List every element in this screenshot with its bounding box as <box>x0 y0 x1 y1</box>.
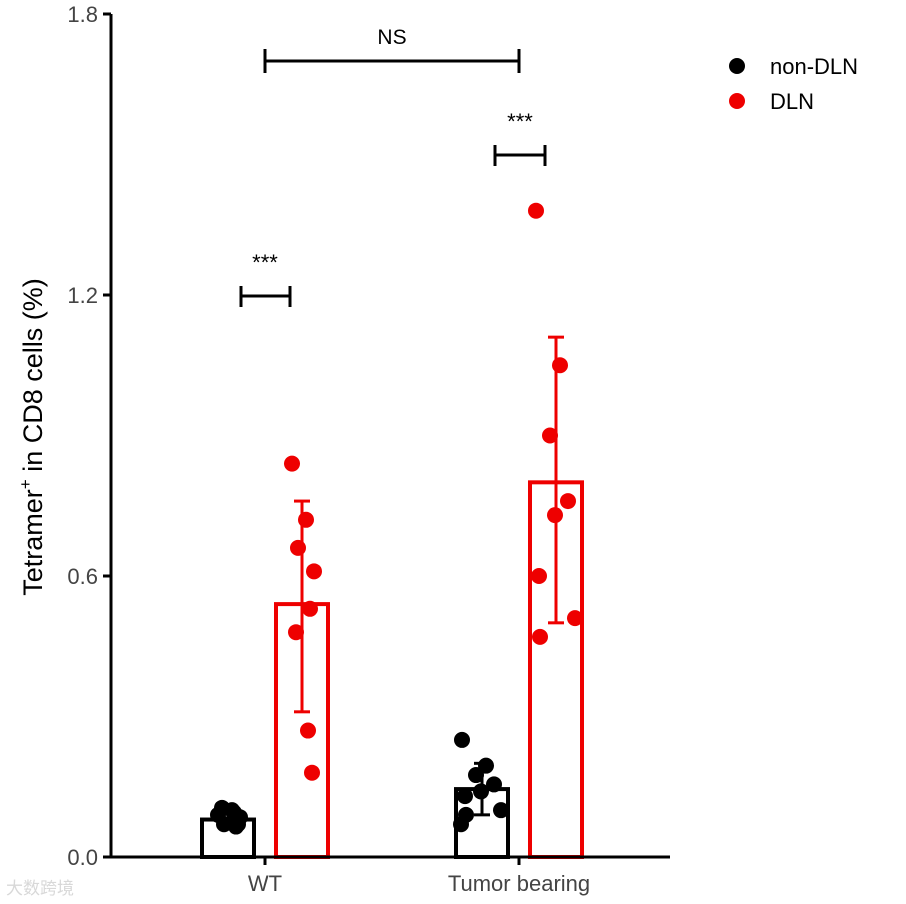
legend: non-DLN DLN <box>729 54 858 114</box>
data-point-dln-0 <box>288 624 304 641</box>
y-tick-label: 1.2 <box>67 283 98 308</box>
error-bars-layer <box>220 335 564 829</box>
data-point-dln-1 <box>528 202 544 219</box>
significance-label-groups: NS <box>377 26 406 49</box>
data-point-non-dln-1 <box>478 757 494 774</box>
significance-bracket-tumor <box>493 145 547 166</box>
data-point-dln-0 <box>300 722 316 739</box>
data-point-dln-0 <box>290 539 306 556</box>
data-point-dln-1 <box>547 507 563 524</box>
y-tick-label: 0.6 <box>67 564 98 589</box>
data-point-dln-1 <box>532 628 548 645</box>
y-axis-label-rest: in CD8 cells (%) <box>18 278 48 479</box>
error-bar-dln-1 <box>548 335 564 625</box>
data-point-dln-1 <box>560 493 576 510</box>
points-layer <box>210 202 583 835</box>
significance-bracket-groups <box>263 49 521 73</box>
watermark: 大数跨境 <box>6 879 74 899</box>
data-point-dln-1 <box>567 610 583 627</box>
data-point-dln-0 <box>304 764 320 781</box>
data-point-dln-1 <box>531 568 547 584</box>
data-point-non-dln-1 <box>457 788 473 805</box>
data-point-non-dln-0 <box>230 816 246 833</box>
error-bar-dln-0 <box>294 499 310 714</box>
x-ticks: WT Tumor bearing <box>248 857 590 896</box>
data-point-non-dln-0 <box>214 799 230 816</box>
y-ticks: 0.0 0.6 1.2 1.8 <box>67 2 111 870</box>
data-point-non-dln-1 <box>453 816 469 833</box>
data-point-non-dln-1 <box>486 776 502 793</box>
x-tick-label: WT <box>248 871 282 896</box>
data-point-dln-0 <box>302 600 318 617</box>
y-axis-label-main: Tetramer <box>18 489 48 596</box>
data-point-dln-0 <box>298 511 314 528</box>
y-axis-label-sup: + <box>16 479 35 489</box>
bars-layer <box>200 480 584 860</box>
data-point-dln-0 <box>284 455 300 472</box>
y-tick-label: 0.0 <box>67 845 98 870</box>
legend-marker-non-dln <box>729 58 745 74</box>
data-point-dln-0 <box>306 563 322 580</box>
legend-label-non-dln: non-DLN <box>770 54 858 79</box>
data-point-non-dln-1 <box>493 802 509 819</box>
data-point-dln-1 <box>542 427 558 444</box>
data-point-non-dln-0 <box>216 816 232 833</box>
legend-label-dln: DLN <box>770 89 814 114</box>
y-tick-label: 1.8 <box>67 2 98 27</box>
significance-label-wt: *** <box>252 250 278 275</box>
data-point-dln-1 <box>552 357 568 374</box>
significance-label-tumor: *** <box>507 109 533 134</box>
y-axis-label: Tetramer+ in CD8 cells (%) <box>16 278 48 596</box>
data-point-non-dln-1 <box>473 783 489 800</box>
significance-bracket-wt <box>239 286 292 307</box>
data-point-non-dln-1 <box>454 731 470 748</box>
legend-marker-dln <box>729 93 745 109</box>
x-tick-label: Tumor bearing <box>448 871 590 896</box>
data-point-non-dln-1 <box>468 767 484 784</box>
